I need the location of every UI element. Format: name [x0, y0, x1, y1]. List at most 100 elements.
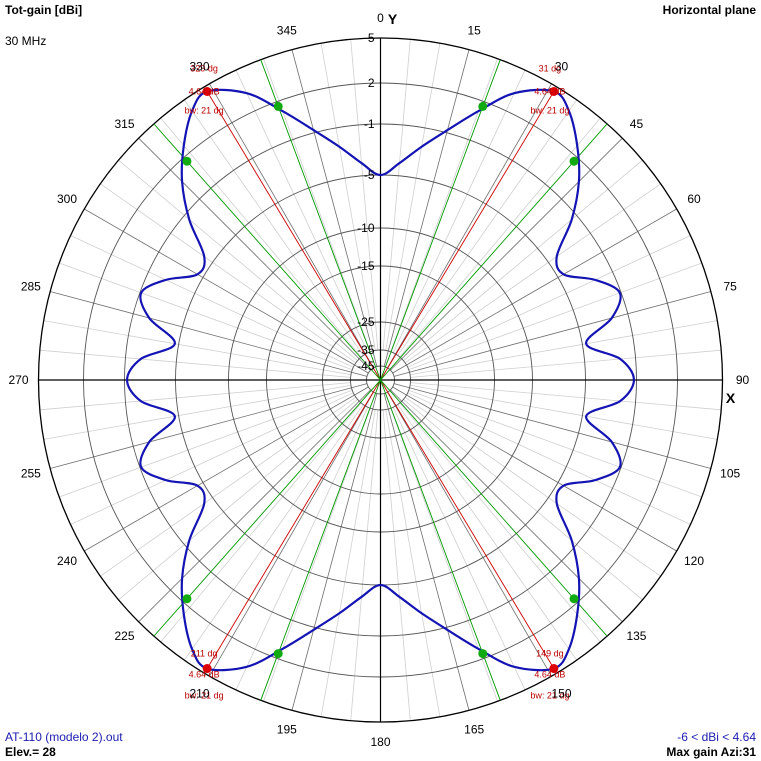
- fine-spoke: [404, 396, 661, 577]
- beamwidth-line: [380, 59, 501, 381]
- max-gain-line: [380, 91, 555, 381]
- fine-spoke: [399, 117, 601, 358]
- major-spoke: [383, 49, 470, 367]
- major-spoke: [387, 83, 552, 369]
- fine-spoke: [235, 69, 369, 353]
- fine-spoke: [408, 262, 703, 371]
- max-gain-value-label: 4.64 dB: [189, 670, 220, 680]
- angle-tick-label: 165: [464, 723, 484, 737]
- beamwidth-point: [478, 649, 488, 659]
- fine-spoke: [184, 99, 364, 356]
- fine-spoke: [409, 384, 718, 440]
- fine-spoke: [58, 262, 353, 371]
- beamwidth-line: [380, 379, 608, 637]
- beamwidth-line: [153, 123, 381, 381]
- fine-spoke: [70, 235, 354, 368]
- angle-tick-label: 300: [57, 192, 77, 206]
- fine-spoke: [397, 404, 577, 661]
- fine-spoke: [408, 389, 703, 498]
- fine-spoke: [350, 409, 379, 721]
- elevation-label: Elev.= 28: [5, 745, 56, 759]
- fine-spoke: [392, 407, 526, 691]
- y-axis-label: Y: [388, 11, 398, 27]
- beamwidth-line: [380, 123, 608, 381]
- major-spoke: [138, 137, 371, 371]
- fine-spoke: [39, 349, 351, 378]
- fine-spoke: [160, 402, 362, 643]
- fine-spoke: [320, 43, 376, 351]
- max-gain-angle-label: 149 dg: [536, 649, 564, 659]
- max-gain-line: [380, 379, 555, 669]
- beamwidth-line: [153, 379, 381, 637]
- major-spoke: [50, 291, 368, 377]
- max-gain-label: Max gain Azi:31: [666, 745, 756, 759]
- major-spoke: [209, 391, 374, 677]
- angle-tick-label: 45: [630, 117, 644, 131]
- angle-tick-label: 150: [551, 687, 571, 701]
- gain-pattern-line: [125, 88, 636, 672]
- radial-tick-label: -5: [364, 168, 375, 182]
- chart-labels: 0153045607590105120135150165180195210225…: [8, 11, 749, 749]
- major-spoke: [392, 386, 677, 552]
- radial-tick-label: -25: [357, 315, 375, 329]
- gain-range-label: -6 < dBi < 4.64: [677, 730, 756, 744]
- fine-spoke: [382, 39, 411, 351]
- max-gain-point: [202, 86, 212, 96]
- fine-spoke: [404, 183, 661, 364]
- beamwidth-point: [569, 594, 579, 604]
- radial-tick-label: -35: [357, 343, 375, 357]
- angle-tick-label: 225: [115, 629, 135, 643]
- angle-tick-label: 120: [684, 554, 704, 568]
- beamwidth-label: bw: 21 dg: [185, 105, 224, 115]
- guide-lines: [153, 59, 608, 701]
- fine-spoke: [118, 398, 358, 601]
- major-spoke: [387, 391, 552, 677]
- beamwidth-point: [182, 156, 192, 166]
- major-spoke: [291, 49, 378, 367]
- fine-spoke: [43, 384, 352, 440]
- fine-spoke: [392, 69, 526, 353]
- gain-pattern: [125, 88, 636, 672]
- beamwidth-line: [380, 379, 501, 701]
- max-gain-line: [206, 379, 381, 669]
- angle-tick-label: 285: [21, 279, 41, 293]
- major-spoke: [383, 393, 470, 711]
- radial-tick-label: -15: [357, 259, 375, 273]
- max-gain-point: [202, 664, 212, 674]
- max-gain-value-label: 4.64 dB: [534, 86, 565, 96]
- major-spoke: [84, 208, 369, 374]
- fine-spoke: [160, 117, 362, 358]
- angle-tick-label: 270: [8, 373, 28, 387]
- fine-spoke: [403, 159, 643, 362]
- angle-tick-label: 315: [115, 117, 135, 131]
- major-spoke: [50, 383, 368, 469]
- file-name-label: AT-110 (modelo 2).out: [5, 730, 123, 744]
- angle-tick-label: 195: [277, 723, 297, 737]
- fine-spoke: [399, 402, 601, 643]
- fine-spoke: [235, 407, 369, 691]
- max-gain-angle-label: 211 dg: [191, 649, 218, 659]
- angle-tick-label: 255: [21, 467, 41, 481]
- major-spoke: [84, 386, 369, 552]
- plane-label: Horizontal plane: [662, 3, 756, 17]
- beamwidth-label: bw: 21 dg: [530, 105, 569, 115]
- fine-spoke: [118, 159, 358, 362]
- beamwidth-point: [273, 649, 283, 659]
- major-spoke: [390, 137, 623, 371]
- major-spoke: [209, 83, 374, 369]
- fine-spoke: [410, 382, 722, 411]
- radial-tick-label: -10: [357, 221, 375, 235]
- beamwidth-point: [569, 156, 579, 166]
- fine-spoke: [43, 320, 352, 376]
- fine-spoke: [320, 409, 376, 717]
- beamwidth-label: bw: 21 dg: [185, 691, 224, 701]
- angle-tick-label: 135: [626, 629, 646, 643]
- angle-tick-label: 90: [736, 373, 750, 387]
- fine-spoke: [397, 99, 577, 356]
- max-gain-line: [206, 91, 381, 381]
- radial-tick-label: -45: [357, 359, 375, 373]
- beamwidth-point: [478, 101, 488, 111]
- beamwidth-label: bw: 21 dg: [530, 691, 569, 701]
- frequency-label: 30 MHz: [5, 34, 47, 48]
